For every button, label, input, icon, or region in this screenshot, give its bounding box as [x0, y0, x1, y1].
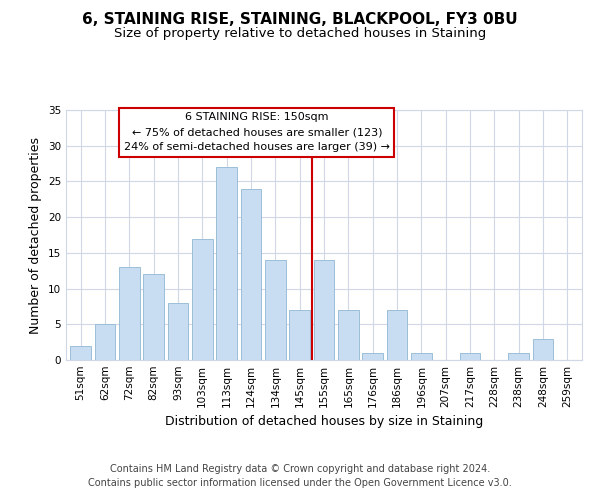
Bar — [362, 353, 383, 360]
Bar — [533, 338, 553, 360]
Bar — [338, 310, 359, 360]
Bar — [265, 260, 286, 360]
Text: 6, STAINING RISE, STAINING, BLACKPOOL, FY3 0BU: 6, STAINING RISE, STAINING, BLACKPOOL, F… — [82, 12, 518, 28]
Text: Contains HM Land Registry data © Crown copyright and database right 2024.
Contai: Contains HM Land Registry data © Crown c… — [88, 464, 512, 487]
Bar — [95, 324, 115, 360]
Text: Size of property relative to detached houses in Staining: Size of property relative to detached ho… — [114, 28, 486, 40]
Y-axis label: Number of detached properties: Number of detached properties — [29, 136, 43, 334]
Bar — [167, 303, 188, 360]
Bar — [314, 260, 334, 360]
Bar — [241, 188, 262, 360]
Bar — [119, 267, 140, 360]
Text: 6 STAINING RISE: 150sqm
← 75% of detached houses are smaller (123)
24% of semi-d: 6 STAINING RISE: 150sqm ← 75% of detache… — [124, 112, 390, 152]
Bar — [289, 310, 310, 360]
Bar — [508, 353, 529, 360]
Bar — [70, 346, 91, 360]
Bar — [460, 353, 481, 360]
Bar — [386, 310, 407, 360]
Bar — [143, 274, 164, 360]
X-axis label: Distribution of detached houses by size in Staining: Distribution of detached houses by size … — [165, 416, 483, 428]
Bar — [411, 353, 432, 360]
Bar — [192, 238, 212, 360]
Bar — [216, 167, 237, 360]
